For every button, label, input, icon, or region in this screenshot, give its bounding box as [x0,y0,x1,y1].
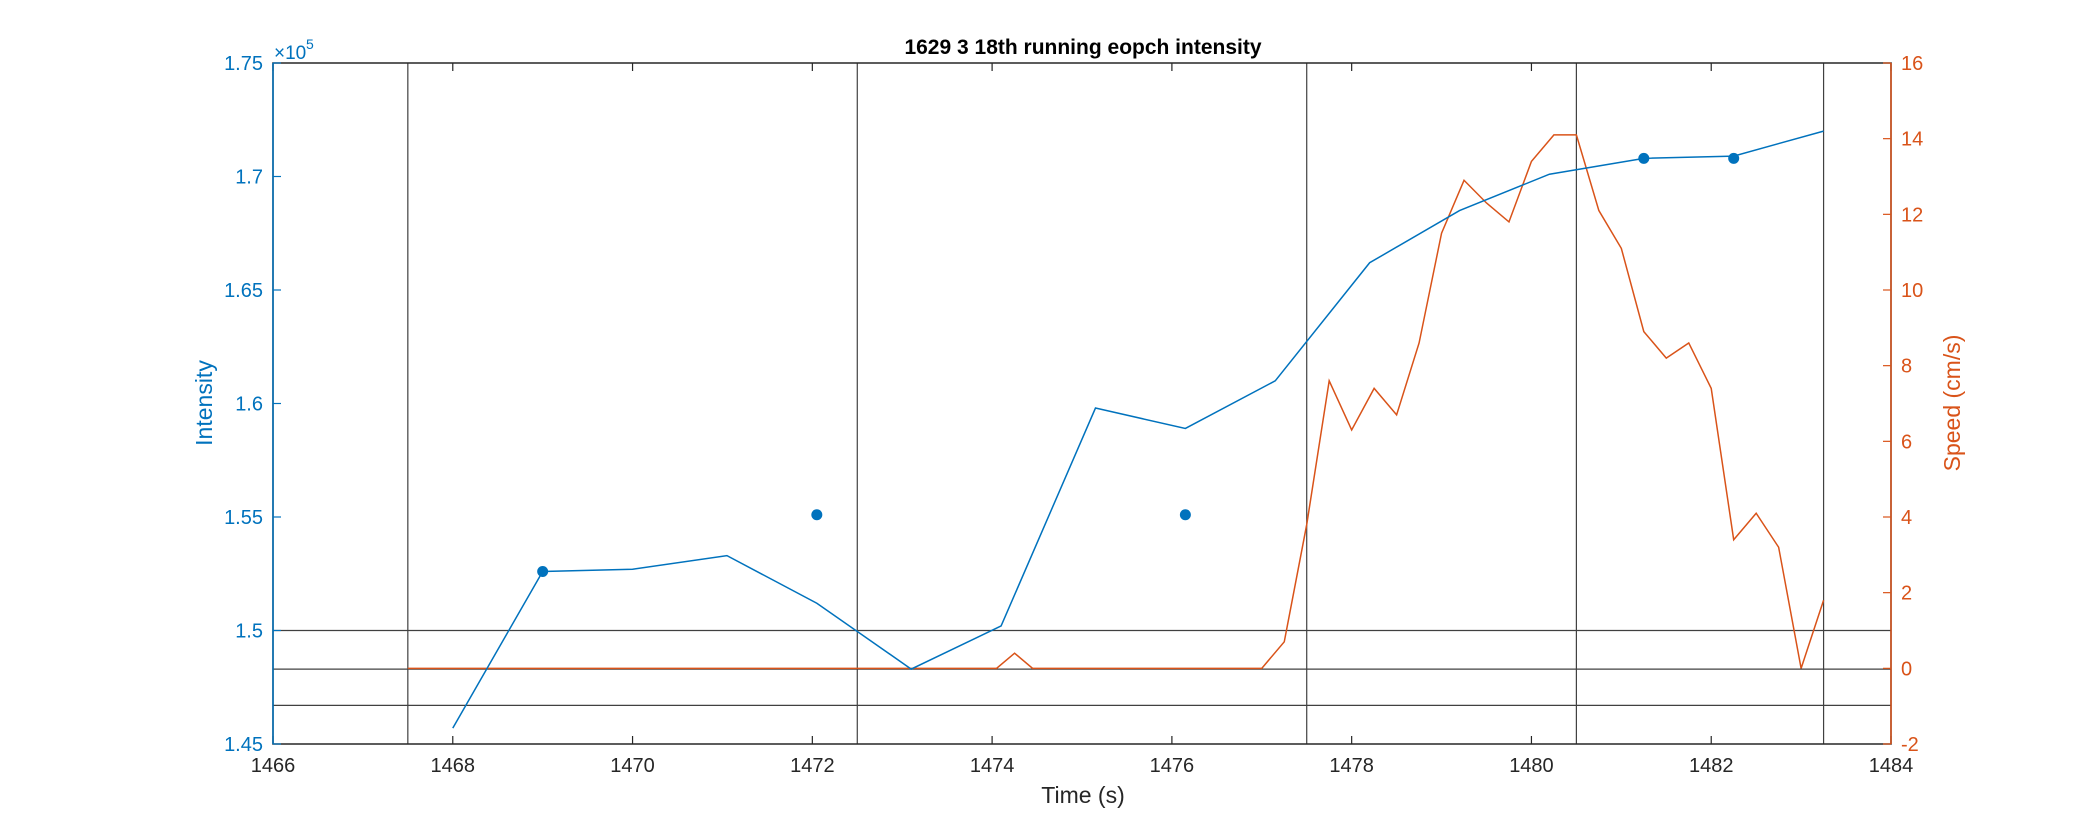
epoch-marker-point-3 [1638,152,1650,164]
x-tick-label: 1480 [1509,755,1554,777]
plot-area-frame [272,62,1892,745]
left-y-tick-label: 1.75 [224,53,263,75]
right-y-tick-label: 10 [1901,280,1923,302]
right-y-tick-label: 12 [1901,204,1923,226]
right-y-tick-label: 2 [1901,583,1912,605]
left-y-tick-label: 1.65 [224,280,263,302]
intensity-series-line [452,130,1824,729]
reference-lines [273,63,1891,744]
right-y-tick-label: 0 [1901,658,1912,680]
speed-series-layer [407,134,1825,670]
left-y-tick-label: 1.45 [224,734,263,756]
left-y-tick-label: 1.5 [235,621,263,643]
left-y-tick-label: 1.6 [235,394,263,416]
intensity-series-layer [452,130,1824,729]
x-tick-label: 1478 [1329,755,1374,777]
epoch-marker-point-0 [537,565,549,577]
epoch-marker-point-1 [811,509,823,521]
x-tick-label: 1472 [790,755,835,777]
x-tick-label: 1484 [1869,755,1914,777]
x-tick-label: 1470 [610,755,655,777]
x-tick-label: 1466 [251,755,296,777]
epoch-marker-point-2 [1179,509,1191,521]
right-y-tick-label: 8 [1901,356,1912,378]
left-y-axis-ticks: 1.45 1.5 1.55 1.6 1.65 1.7 1.75 [224,53,281,756]
right-y-tick-label: 4 [1901,507,1912,529]
right-y-axis-ticks: -2 0 2 4 6 8 10 12 14 16 [1883,53,1923,756]
speed-series-line [407,134,1825,670]
exponent-power-label: 5 [306,36,314,52]
right-y-tick-label: 6 [1901,431,1912,453]
x-tick-label: 1468 [431,755,476,777]
left-y-tick-label: 1.55 [224,507,263,529]
right-y-tick-label: 16 [1901,53,1923,75]
epoch-marker-layer [537,152,1740,577]
x-axis-ticks: 1466 1468 1470 1472 1474 1476 1478 1480 1482 1484 [251,63,1914,777]
exponent-base-label: ×10 [274,43,306,64]
x-tick-label: 1476 [1150,755,1195,777]
chart-title: 1629 3 18th running eopch intensity [904,36,1261,59]
x-tick-label: 1482 [1689,755,1734,777]
left-y-tick-label: 1.7 [235,167,263,189]
right-y-tick-label: 14 [1901,129,1923,151]
right-y-tick-label: -2 [1901,734,1919,756]
right-y-axis-label: Speed (cm/s) [1939,335,1965,472]
x-tick-label: 1474 [970,755,1015,777]
epoch-marker-point-4 [1728,152,1740,164]
left-y-axis-label: Intensity [191,360,217,446]
x-axis-label: Time (s) [1041,782,1124,808]
